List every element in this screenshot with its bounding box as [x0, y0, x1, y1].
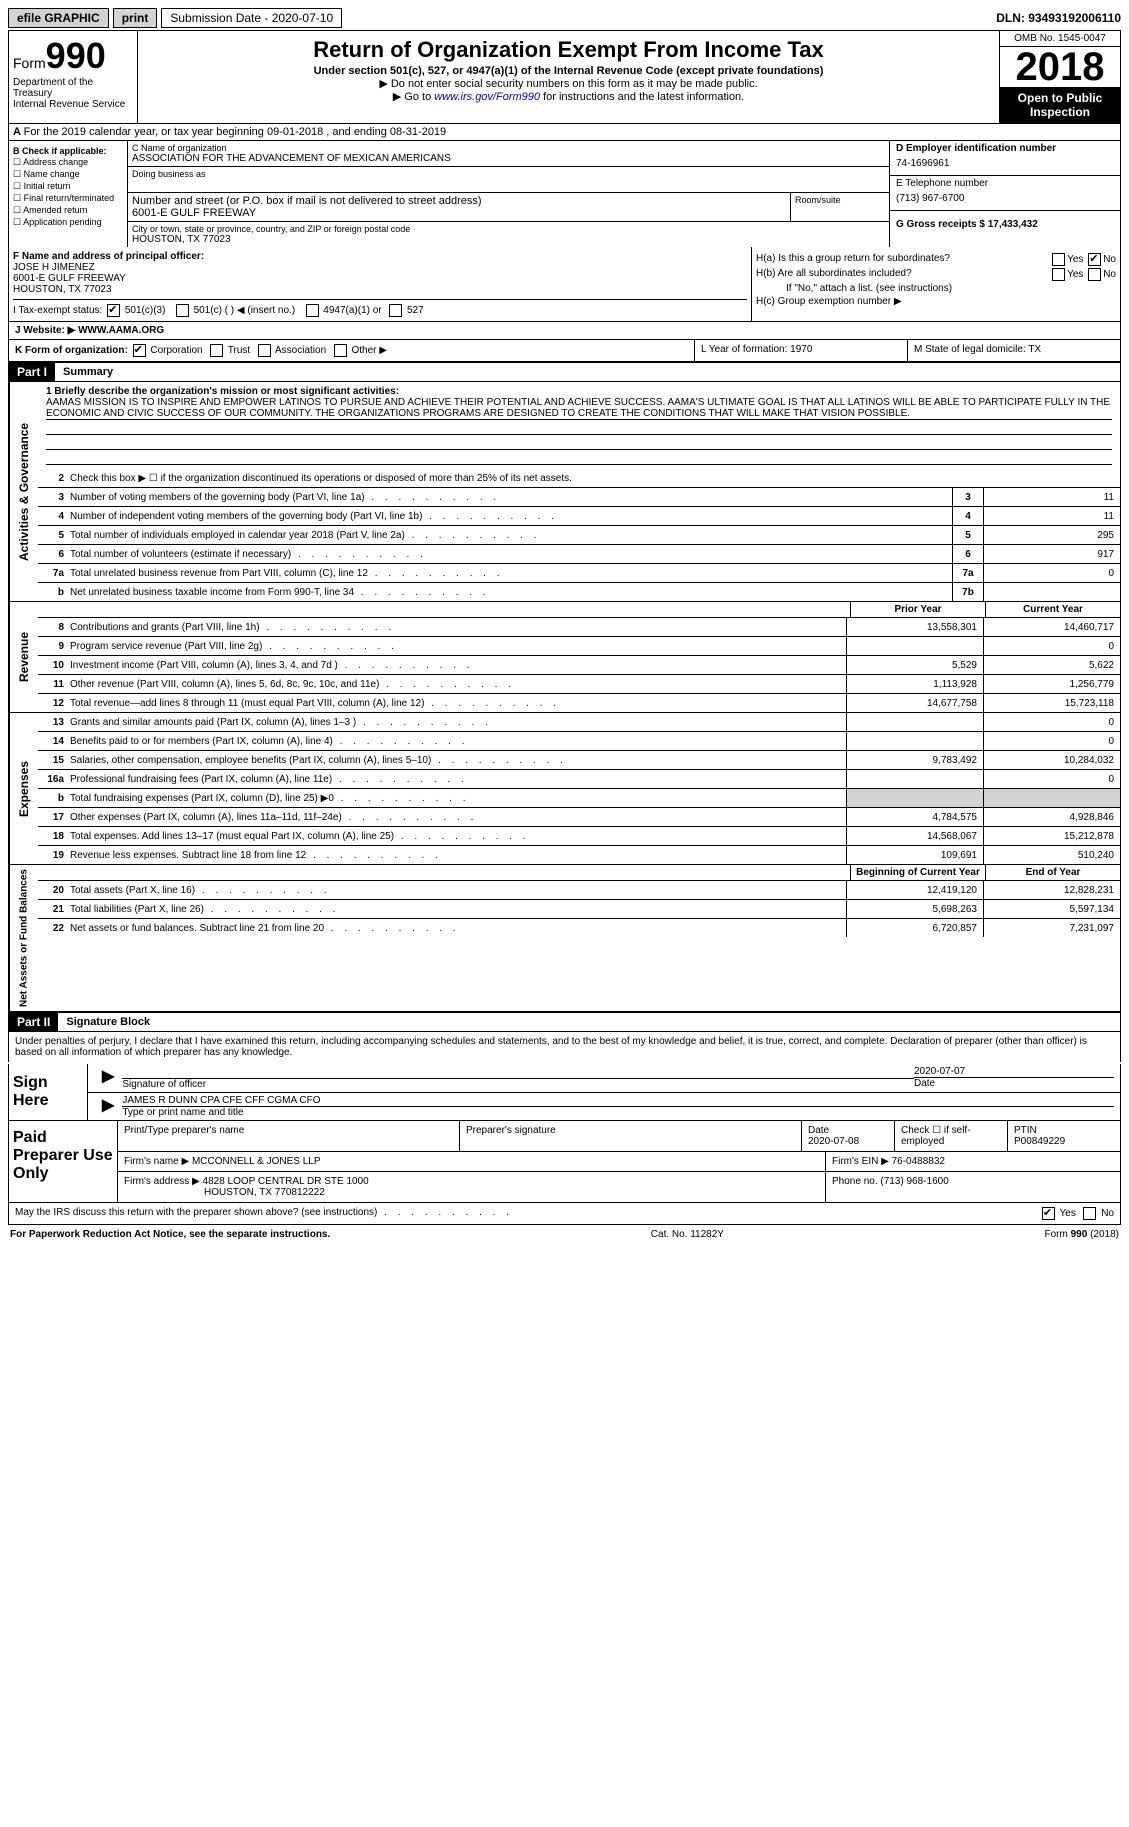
paid-preparer: Paid Preparer Use Only Print/Type prepar… [8, 1121, 1121, 1203]
footer: For Paperwork Reduction Act Notice, see … [8, 1225, 1121, 1244]
table-row: 5Total number of individuals employed in… [38, 526, 1120, 545]
org-street: 6001-E GULF FREEWAY [132, 207, 786, 219]
table-row: 21Total liabilities (Part X, line 26)5,6… [38, 900, 1120, 919]
table-row: 11Other revenue (Part VIII, column (A), … [38, 675, 1120, 694]
submission-date: Submission Date - 2020-07-10 [161, 8, 342, 28]
table-row: 20Total assets (Part X, line 16)12,419,1… [38, 881, 1120, 900]
form-title: Return of Organization Exempt From Incom… [142, 37, 995, 63]
form-header: Form990 Department of the Treasury Inter… [8, 30, 1121, 124]
table-row: 19Revenue less expenses. Subtract line 1… [38, 846, 1120, 864]
firm-name: MCCONNELL & JONES LLP [192, 1156, 321, 1167]
efile-button[interactable]: efile GRAPHIC [8, 8, 109, 28]
note-link: ▶ Go to www.irs.gov/Form990 for instruct… [142, 90, 995, 103]
line-j: J Website: ▶ WWW.AAMA.ORG [8, 322, 1121, 340]
table-row: 4Number of independent voting members of… [38, 507, 1120, 526]
table-row: 6Total number of volunteers (estimate if… [38, 545, 1120, 564]
form-subtitle: Under section 501(c), 527, or 4947(a)(1)… [142, 65, 995, 77]
table-row: 15Salaries, other compensation, employee… [38, 751, 1120, 770]
501c3-checkbox[interactable] [107, 304, 120, 317]
dept-treasury: Department of the Treasury Internal Reve… [13, 77, 133, 110]
gross-receipts: G Gross receipts $ 17,433,432 [896, 213, 1114, 236]
officer-print-name: JAMES R DUNN CPA CFE CFF CGMA CFO [122, 1095, 1114, 1106]
table-row: 22Net assets or fund balances. Subtract … [38, 919, 1120, 937]
arrow-icon: ▶ [94, 1066, 122, 1090]
table-row: 16aProfessional fundraising fees (Part I… [38, 770, 1120, 789]
note-ssn: ▶ Do not enter social security numbers o… [142, 77, 995, 90]
col-d: D Employer identification number 74-1696… [890, 141, 1120, 247]
netassets-section: Net Assets or Fund Balances Beginning of… [8, 865, 1121, 1012]
form-number: Form990 [13, 35, 133, 77]
section-fh: F Name and address of principal officer:… [8, 247, 1121, 322]
perjury-text: Under penalties of perjury, I declare th… [8, 1032, 1121, 1062]
table-row: bNet unrelated business taxable income f… [38, 583, 1120, 601]
expenses-section: Expenses 13Grants and similar amounts pa… [8, 713, 1121, 865]
ein: 74-1696961 [896, 154, 1114, 173]
dln: DLN: 93493192006110 [996, 11, 1121, 25]
line-klm: K Form of organization: Corporation Trus… [8, 340, 1121, 362]
org-name: ASSOCIATION FOR THE ADVANCEMENT OF MEXIC… [132, 153, 885, 164]
table-row: 17Other expenses (Part IX, column (A), l… [38, 808, 1120, 827]
phone: (713) 967-6700 [896, 189, 1114, 208]
corp-checkbox[interactable] [133, 344, 146, 357]
part1-header: Part I Summary [8, 362, 1121, 382]
open-public: Open to Public Inspection [1000, 87, 1120, 123]
section-bcd: B Check if applicable: ☐ Address change … [8, 141, 1121, 247]
org-city: HOUSTON, TX 77023 [132, 234, 885, 245]
top-bar: efile GRAPHIC print Submission Date - 20… [8, 8, 1121, 28]
table-row: 18Total expenses. Add lines 13–17 (must … [38, 827, 1120, 846]
ha-no-checkbox[interactable] [1088, 253, 1101, 266]
table-row: 7aTotal unrelated business revenue from … [38, 564, 1120, 583]
governance-section: Activities & Governance 1 Briefly descri… [8, 382, 1121, 602]
table-row: 9Program service revenue (Part VIII, lin… [38, 637, 1120, 656]
revenue-section: Revenue Prior Year Current Year 8Contrib… [8, 602, 1121, 713]
table-row: 12Total revenue—add lines 8 through 11 (… [38, 694, 1120, 712]
part2-header: Part II Signature Block [8, 1012, 1121, 1032]
table-row: 8Contributions and grants (Part VIII, li… [38, 618, 1120, 637]
sign-block: Sign Here ▶ Signature of officer 2020-07… [8, 1064, 1121, 1121]
officer-name: JOSE H JIMENEZ [13, 262, 747, 273]
tax-year: 2018 [1000, 47, 1120, 87]
irs-link[interactable]: www.irs.gov/Form990 [434, 91, 540, 103]
print-button[interactable]: print [113, 8, 158, 28]
col-b: B Check if applicable: ☐ Address change … [9, 141, 128, 247]
col-c: C Name of organization ASSOCIATION FOR T… [128, 141, 890, 247]
mission-text: AAMAS MISSION IS TO INSPIRE AND EMPOWER … [46, 397, 1112, 420]
discuss-row: May the IRS discuss this return with the… [8, 1203, 1121, 1225]
line-a: A For the 2019 calendar year, or tax yea… [8, 124, 1121, 141]
table-row: bTotal fundraising expenses (Part IX, co… [38, 789, 1120, 808]
table-row: 10Investment income (Part VIII, column (… [38, 656, 1120, 675]
discuss-yes[interactable] [1042, 1207, 1055, 1220]
table-row: 13Grants and similar amounts paid (Part … [38, 713, 1120, 732]
table-row: 14Benefits paid to or for members (Part … [38, 732, 1120, 751]
arrow-icon: ▶ [94, 1095, 122, 1118]
table-row: 3Number of voting members of the governi… [38, 488, 1120, 507]
